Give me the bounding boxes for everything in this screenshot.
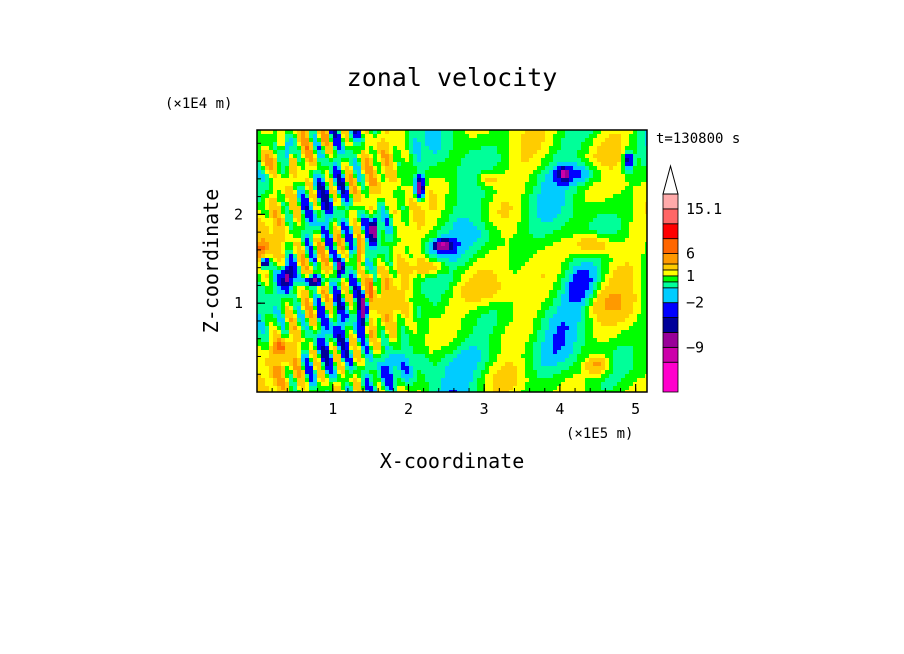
x-axis-ticks: 1 2 3 4 5 xyxy=(271,384,640,418)
colorbar-band xyxy=(662,208,679,225)
colorbar-band xyxy=(662,223,679,240)
y-tick-label: 2 xyxy=(234,205,243,223)
colorbar-label: −2 xyxy=(686,294,704,312)
x-axis-label: X-coordinate xyxy=(380,449,525,473)
x-multiplier-label: (×1E5 m) xyxy=(566,426,633,442)
colorbar-band xyxy=(662,361,679,393)
colorbar-band xyxy=(662,263,679,271)
colorbar-label: 6 xyxy=(686,245,695,263)
colorbar-label: −9 xyxy=(686,338,704,356)
x-tick-label: 2 xyxy=(404,400,413,418)
colorbar-band xyxy=(662,253,679,265)
time-label: t=130800 s xyxy=(656,131,740,147)
velocity-field xyxy=(257,130,647,392)
x-tick-label: 3 xyxy=(480,400,489,418)
plot-frame xyxy=(256,129,648,393)
colorbar-band xyxy=(662,302,679,318)
colorbar-band xyxy=(662,332,679,348)
y-tick-label: 1 xyxy=(234,294,243,312)
colorbar-band xyxy=(662,281,679,289)
x-tick-label: 1 xyxy=(328,400,337,418)
colorbar-band xyxy=(662,346,679,363)
colorbar-band xyxy=(662,238,679,254)
colorbar-band xyxy=(662,269,679,277)
colorbar-band xyxy=(662,287,679,304)
colorbar-label: 1 xyxy=(686,267,695,285)
y-multiplier-label: (×1E4 m) xyxy=(165,96,232,112)
x-tick-label: 5 xyxy=(631,400,640,418)
colorbar-label: 15.1 xyxy=(686,200,722,218)
colorbar: 15.1 6 1 −2 −9 xyxy=(662,164,722,393)
x-tick-label: 4 xyxy=(555,400,564,418)
chart-title: zonal velocity xyxy=(347,63,558,92)
colorbar-band xyxy=(662,275,679,283)
colorbar-extend-triangle xyxy=(662,164,679,195)
colorbar-band xyxy=(662,317,679,333)
y-axis-label: Z-coordinate xyxy=(199,189,223,334)
colorbar-band xyxy=(662,193,679,210)
y-axis-ticks: 12 xyxy=(234,142,265,375)
